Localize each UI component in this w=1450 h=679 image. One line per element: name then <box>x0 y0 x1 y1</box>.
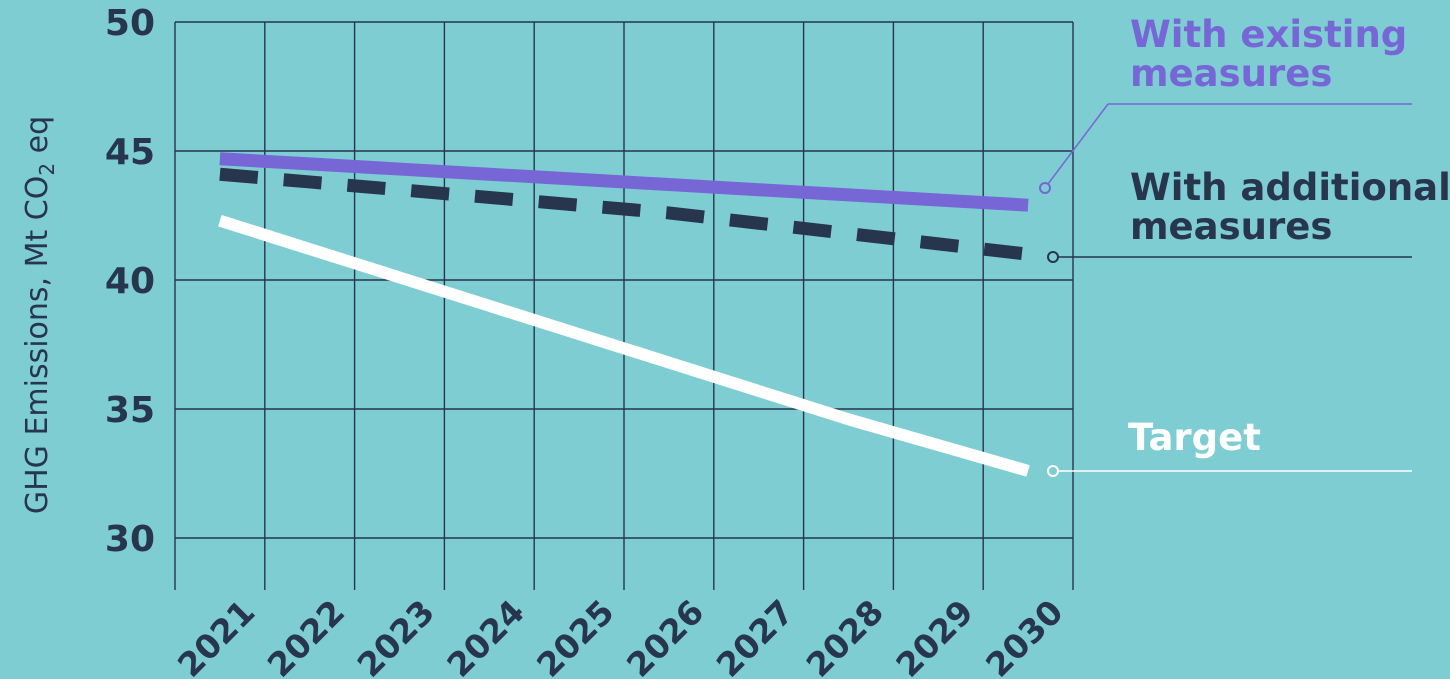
legend-item: Target <box>1047 416 1412 477</box>
series-lines <box>218 152 1030 477</box>
series-line <box>219 152 1029 212</box>
y-tick-label: 35 <box>105 390 155 431</box>
x-tick-label: 2029 <box>888 592 981 679</box>
x-tick-label: 2028 <box>799 592 892 679</box>
x-tick-label: 2024 <box>439 592 532 679</box>
legend-label-line2: measures <box>1130 205 1332 248</box>
y-tick-labels: 50 45 40 35 30 <box>105 3 155 560</box>
y-tick-label: 40 <box>105 261 155 302</box>
y-axis-label-main: GHG Emissions, Mt CO <box>20 176 55 515</box>
legend-marker-circle <box>1047 465 1059 477</box>
series-line <box>218 214 1030 477</box>
legend-label-line1: With existing <box>1130 13 1407 56</box>
y-axis-label-tail: eq <box>20 116 55 163</box>
legend-marker-circle <box>1047 251 1059 263</box>
y-axis-label: GHG Emissions, Mt CO2 eq <box>20 116 59 514</box>
y-tick-label: 30 <box>105 519 155 560</box>
legend-marker-circle <box>1039 182 1051 194</box>
legend-leader-line <box>1044 103 1109 189</box>
x-tick-label: 2027 <box>709 592 802 679</box>
x-tick-label: 2030 <box>978 592 1071 679</box>
x-tick-label: 2025 <box>529 592 622 679</box>
x-tick-label: 2026 <box>619 592 712 679</box>
series-line <box>219 167 1029 261</box>
y-axis-label-subscript: 2 <box>35 163 59 176</box>
legend-label-line1: Target <box>1128 416 1261 459</box>
legend-label-line2: measures <box>1130 52 1332 95</box>
legend-label-line1: With additional <box>1130 166 1450 209</box>
x-tick-label: 2022 <box>260 592 353 679</box>
y-tick-label: 50 <box>105 3 155 44</box>
y-tick-label: 45 <box>105 132 155 173</box>
x-tick-label: 2023 <box>350 592 443 679</box>
x-tick-label: 2021 <box>170 592 263 679</box>
grid <box>174 21 1074 590</box>
